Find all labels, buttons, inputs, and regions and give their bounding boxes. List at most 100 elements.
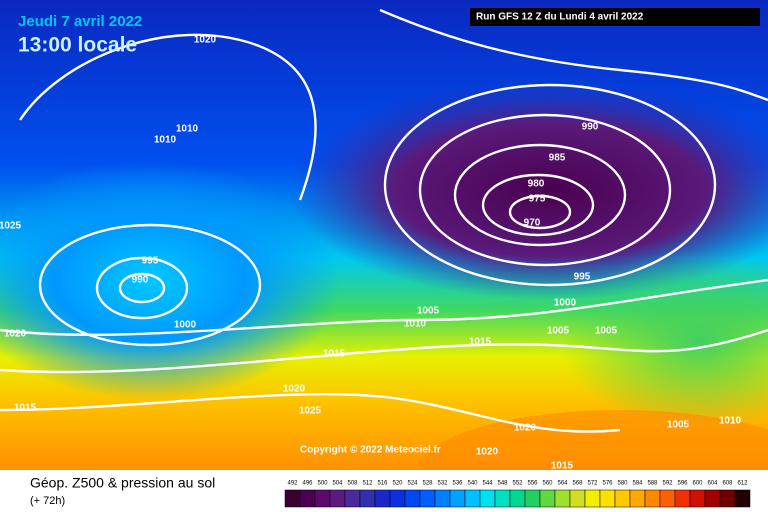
colorbar-label: 576 <box>602 481 613 487</box>
isobar-label: 995 <box>574 272 591 283</box>
green-area <box>560 250 768 430</box>
colorbar-swatch <box>284 489 301 508</box>
copyright: Copyright © 2022 Meteociel.fr <box>300 445 441 456</box>
isobar-label: 1025 <box>299 406 322 417</box>
low-west <box>0 160 340 400</box>
colorbar-label: 608 <box>722 481 733 487</box>
isobar-labels: 1020 1010 1010 1025 995 990 1000 1020 10… <box>0 35 742 472</box>
isobar-label: 1005 <box>667 420 690 431</box>
colorbar-label: 536 <box>452 481 463 487</box>
colorbar-swatch <box>539 489 556 508</box>
colorbar-label: 572 <box>587 481 598 487</box>
colorbar-label: 600 <box>692 481 703 487</box>
isobar-label: 1010 <box>154 135 177 146</box>
colorbar-swatch <box>584 489 601 508</box>
colorbar-label: 524 <box>407 481 418 487</box>
colorbar-label: 532 <box>437 481 448 487</box>
isobar-label: 1020 <box>283 384 306 395</box>
forecast-date: Jeudi 7 avril 2022 <box>18 13 142 30</box>
colorbar-swatch <box>659 489 676 508</box>
isobar-label: 1010 <box>404 319 427 330</box>
colorbar-swatch <box>689 489 706 508</box>
isobar-label: 1015 <box>14 403 37 414</box>
colorbar-swatch <box>464 489 481 508</box>
colorbar-label: 568 <box>572 481 583 487</box>
colorbar-label: 512 <box>362 481 373 487</box>
colorbar-label: 560 <box>542 481 553 487</box>
colorbar-label: 540 <box>467 481 478 487</box>
isobar-label: 1015 <box>469 337 492 348</box>
colorbar-label: 580 <box>617 481 628 487</box>
colorbar-swatch <box>674 489 691 508</box>
isobars <box>0 8 768 433</box>
colorbar-swatch <box>449 489 466 508</box>
colorbar-label: 492 <box>287 481 298 487</box>
colorbar-label: 612 <box>737 481 748 487</box>
colorbar-label: 496 <box>302 481 313 487</box>
isobar-label: 985 <box>549 153 566 164</box>
colorbar-swatch <box>314 489 331 508</box>
run-info: Run GFS 12 Z du Lundi 4 avril 2022 <box>476 12 644 23</box>
isobar-label: 990 <box>582 122 599 133</box>
isobar-label: 1000 <box>554 298 577 309</box>
colorbar-swatch <box>434 489 451 508</box>
isobar-label: 1005 <box>595 326 618 337</box>
isobar-label: 975 <box>529 194 546 205</box>
colorbar-swatch <box>569 489 586 508</box>
colorbar-label: 544 <box>482 481 493 487</box>
colorbar-swatch <box>344 489 361 508</box>
colorbar-swatch <box>404 489 421 508</box>
colorbar-swatch <box>599 489 616 508</box>
isobar-label: 1000 <box>174 320 197 331</box>
colorbar-swatch <box>524 489 541 508</box>
footer: Géop. Z500 & pression au sol (+ 72h) 492… <box>0 470 768 512</box>
colorbar-swatch <box>359 489 376 508</box>
colorbar-label: 508 <box>347 481 358 487</box>
isobar-label: 1020 <box>4 329 27 340</box>
colorbar-label: 516 <box>377 481 388 487</box>
colorbar-swatch <box>389 489 406 508</box>
colorbar-label: 592 <box>662 481 673 487</box>
colorbar-swatch <box>554 489 571 508</box>
colorbar-swatch <box>704 489 721 508</box>
colorbar-label: 528 <box>422 481 433 487</box>
isobar-label: 1010 <box>719 416 742 427</box>
colorbar-swatch <box>299 489 316 508</box>
colorbar-label: 564 <box>557 481 568 487</box>
isobar-label: 1015 <box>323 349 346 360</box>
colorbar-swatch <box>479 489 496 508</box>
colorbar-label: 604 <box>707 481 718 487</box>
isobar-label: 990 <box>132 275 149 286</box>
isobar-label: 970 <box>524 218 541 229</box>
isobar-label: 980 <box>528 179 545 190</box>
colorbar-label: 596 <box>677 481 688 487</box>
colorbar: 492 496 500 504 508 512 516 520 524 528 532 536 540 5… <box>284 481 751 508</box>
isobar-label: 1020 <box>194 35 217 46</box>
isobar-label: 1010 <box>176 124 199 135</box>
colorbar-swatch <box>644 489 661 508</box>
isobar-label: 1020 <box>476 447 499 458</box>
colorbar-label: 500 <box>317 481 328 487</box>
isobar-label: 1015 <box>551 461 574 472</box>
colorbar-label: 588 <box>647 481 658 487</box>
colorbar-swatch <box>419 489 436 508</box>
footer-title: Géop. Z500 & pression au sol <box>30 475 215 491</box>
colorbar-swatch <box>329 489 346 508</box>
isobar-label: 995 <box>142 256 159 267</box>
isobar-label: 1005 <box>417 306 440 317</box>
isobar-label: 1025 <box>0 221 22 232</box>
colorbar-label: 556 <box>527 481 538 487</box>
footer-subtitle: (+ 72h) <box>30 495 65 507</box>
colorbar-swatch <box>629 489 646 508</box>
colorbar-label: 504 <box>332 481 343 487</box>
isobar-label: 1005 <box>547 326 570 337</box>
colorbar-label: 552 <box>512 481 523 487</box>
colorbar-swatch <box>614 489 631 508</box>
colorbar-swatch <box>494 489 511 508</box>
colorbar-swatch <box>719 489 736 508</box>
colorbar-swatch <box>374 489 391 508</box>
isobar-label: 1020 <box>514 423 537 434</box>
forecast-time: 13:00 locale <box>18 34 137 57</box>
